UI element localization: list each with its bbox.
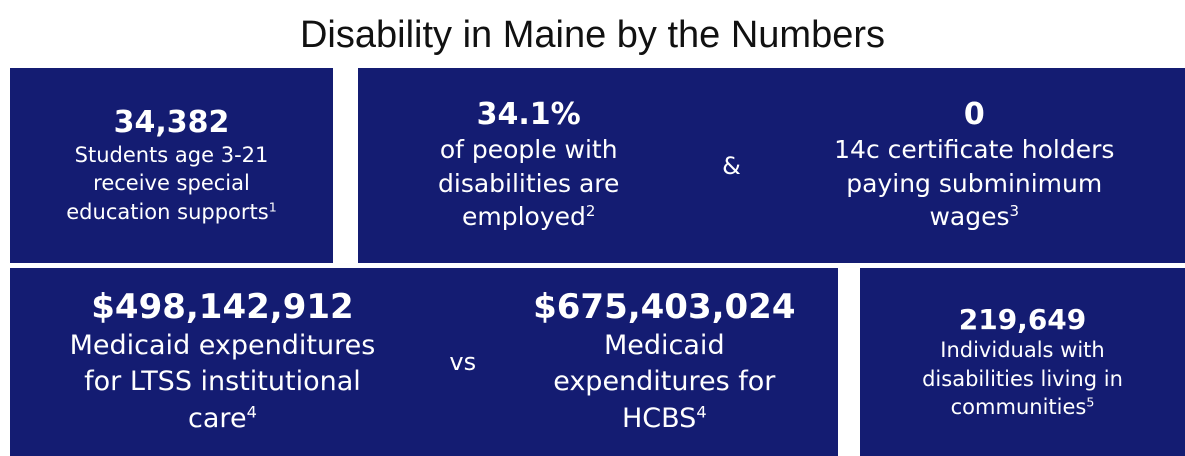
stat-item: 34,382 Students age 3-21 receive special … [42,105,302,226]
title: Disability in Maine by the Numbers [299,14,885,56]
stat-item: 34.1% of people with disabilities are emp… [409,97,649,234]
stat-description: 14c certificate holders paying subminimu… [834,134,1115,232]
stat-box: 34,382 Students age 3-21 receive special … [10,68,333,263]
stat-text: of people with disabilities are employed… [409,133,649,234]
connector: vs [449,348,477,376]
stat-figure: 34.1% [476,96,581,132]
footnote-ref: 1 [268,199,277,215]
stat-box: $498,142,912 Medicaid expenditures for LT… [10,268,838,456]
stat-description: Medicaid expenditures for HCBS [553,329,776,434]
connector: & [722,151,741,180]
footnote-ref: 4 [246,401,257,421]
stat-figure: $498,142,912 [91,286,354,327]
stat-item: 0 14c certificate holders paying subminim… [814,97,1134,234]
footnote-ref: 3 [1009,202,1020,221]
stat-text: Students age 3-21 receive special educat… [42,141,302,226]
stat-text: Medicaid expenditures for LTSS instituti… [52,328,392,437]
stat-text: 14c certificate holders paying subminimu… [814,133,1134,234]
stat-item: $498,142,912 Medicaid expenditures for LT… [52,287,392,437]
stat-figure: 219,649 [958,302,1087,336]
stat-description: of people with disabilities are employed [438,134,620,232]
stat-item: $675,403,024 Medicaid expenditures for HC… [533,287,795,437]
footnote-ref: 4 [696,401,707,421]
stat-description: Students age 3-21 receive special educat… [66,142,269,224]
stat-box: 219,649 Individuals with disabilities liv… [860,268,1185,456]
stat-text: Individuals with disabilities living in … [898,336,1148,421]
stat-box: 34.1% of people with disabilities are emp… [358,68,1185,263]
stat-item: 219,649 Individuals with disabilities liv… [898,303,1148,422]
stat-description: Medicaid expenditures for LTSS instituti… [69,329,376,434]
stat-figure: 0 [963,96,985,132]
stat-figure: 34,382 [113,104,230,140]
stat-text: Medicaid expenditures for HCBS4 [539,328,789,437]
footnote-ref: 2 [585,202,596,221]
stat-figure: $675,403,024 [533,286,796,327]
footnote-ref: 5 [1086,394,1095,410]
stat-description: Individuals with disabilities living in … [922,338,1123,419]
